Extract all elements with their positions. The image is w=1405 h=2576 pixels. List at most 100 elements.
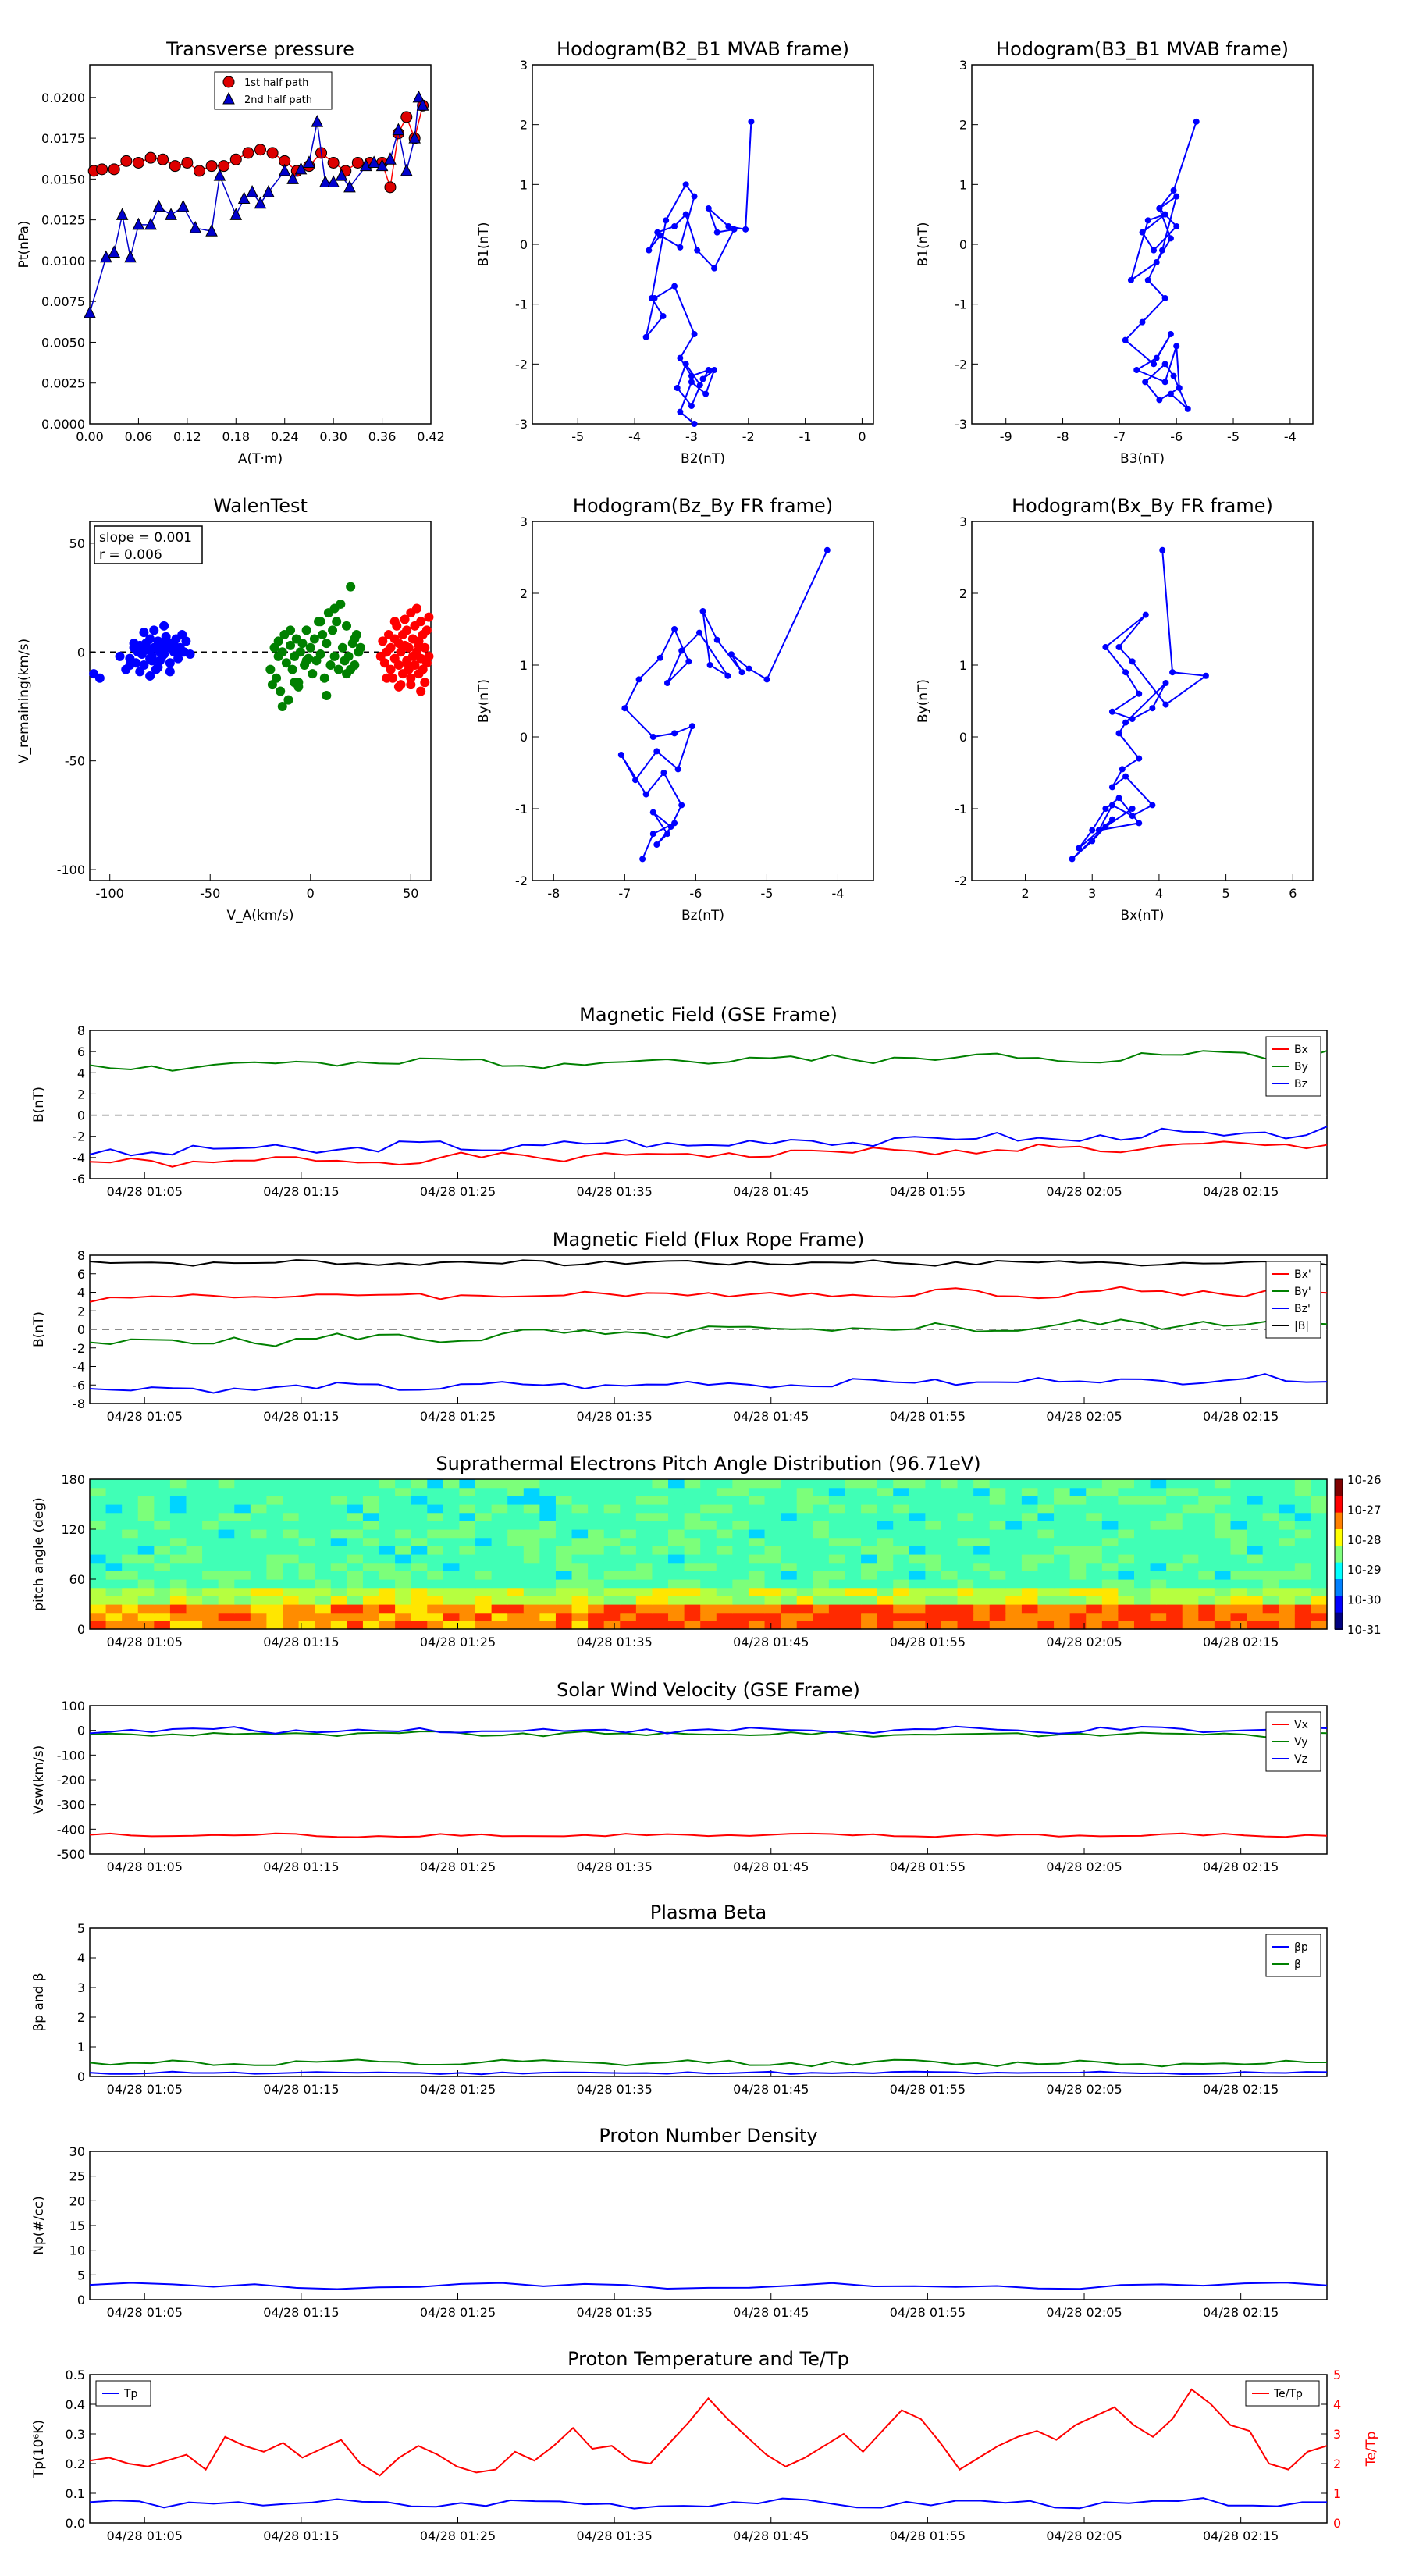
pad-cell	[748, 1571, 766, 1580]
pad-cell	[716, 1604, 733, 1614]
pad-cell	[491, 1521, 508, 1530]
pad-cell	[620, 1579, 637, 1589]
pad-cell	[250, 1596, 268, 1605]
pad-cell	[1198, 1596, 1215, 1605]
pad-cell	[105, 1579, 123, 1589]
pt-xtick-label: 0.00	[76, 429, 104, 444]
tp-2-legend-label: Te/Tp	[1273, 2388, 1303, 2400]
pad-cell	[459, 1621, 476, 1630]
pad-cell	[137, 1596, 155, 1605]
tp-y2tick-label: 4	[1333, 2397, 1341, 2412]
walen-r: r = 0.006	[99, 547, 162, 563]
pad-cell	[909, 1612, 926, 1621]
pad-cell	[781, 1562, 798, 1571]
tp-xtick-label: 04/28 01:55	[890, 2528, 966, 2543]
pad-cell	[298, 1504, 315, 1514]
pad-cell	[877, 1496, 894, 1505]
pad-frame	[89, 1478, 1328, 1630]
pad-cell	[684, 1546, 701, 1555]
walen-point	[378, 636, 388, 646]
pad-cell	[202, 1587, 219, 1596]
pad-cell	[395, 1621, 412, 1630]
pad-xtick-label: 04/28 01:35	[576, 1635, 652, 1649]
pad-cell	[186, 1496, 203, 1505]
pad-cell	[122, 1479, 139, 1489]
pad-cell	[828, 1596, 846, 1605]
h21-point	[742, 226, 749, 233]
pad-cell	[700, 1487, 717, 1496]
pad-cell	[1214, 1621, 1232, 1630]
pad-cell	[186, 1571, 203, 1580]
pt-point	[359, 158, 372, 172]
h21-ytick-label: 2	[520, 118, 528, 133]
pad-cell	[1133, 1479, 1151, 1489]
pad-cell	[973, 1562, 991, 1571]
pad-cell	[813, 1571, 830, 1580]
pad-cell	[989, 1521, 1006, 1530]
pad-cell	[861, 1562, 878, 1571]
pad-cell	[90, 1487, 107, 1496]
pad-cell	[796, 1579, 813, 1589]
pt-xtick-label: 0.36	[368, 429, 397, 444]
pad-cell	[861, 1546, 878, 1555]
pad-cell	[571, 1479, 589, 1489]
h21-xlabel: B2(nT)	[681, 451, 725, 467]
pad-cell	[973, 1487, 991, 1496]
bgse-ylabel: B(nT)	[31, 1087, 47, 1123]
pad-cell	[411, 1554, 428, 1564]
pad-cell	[411, 1521, 428, 1530]
pad-cell	[169, 1604, 187, 1614]
pad-cell	[684, 1529, 701, 1539]
pad-cell	[603, 1579, 621, 1589]
pad-cell	[539, 1562, 557, 1571]
pad-cell	[781, 1487, 798, 1496]
pad-cell	[250, 1546, 268, 1555]
pad-cell	[748, 1554, 766, 1564]
pad-cell	[330, 1587, 347, 1596]
pad-cell	[716, 1487, 733, 1496]
pad-cell	[828, 1587, 846, 1596]
pad-cell	[1311, 1537, 1328, 1546]
np-line	[89, 2282, 1328, 2290]
pad-cell	[973, 1496, 991, 1505]
pad-cell	[588, 1512, 605, 1521]
pad-cell	[1150, 1479, 1167, 1489]
pad-cell	[571, 1596, 589, 1605]
pad-cell	[732, 1529, 749, 1539]
pad-cell	[539, 1546, 557, 1555]
walen-point	[350, 634, 360, 644]
pad-cell	[122, 1504, 139, 1514]
beta-ytick-label: 0	[77, 2069, 85, 2084]
pad-cell	[105, 1554, 123, 1564]
pad-cell	[1166, 1604, 1183, 1614]
pad-cell	[443, 1621, 461, 1630]
pad-cell	[330, 1479, 347, 1489]
pad-cell	[362, 1487, 380, 1496]
pad-cell	[330, 1596, 347, 1605]
pad-cell	[427, 1496, 444, 1505]
pad-cell	[1279, 1529, 1296, 1539]
pt-legend-marker	[222, 76, 235, 88]
pad-cell	[796, 1562, 813, 1571]
h21-point	[656, 232, 663, 239]
pad-cell	[507, 1496, 525, 1505]
pad-cell	[1118, 1512, 1135, 1521]
pad-cell	[1069, 1562, 1087, 1571]
pad-cell	[395, 1546, 412, 1555]
pad-cell	[700, 1621, 717, 1630]
pad-cell	[716, 1546, 733, 1555]
pad-cell	[459, 1496, 476, 1505]
pad-cell	[748, 1537, 766, 1546]
pad-cell	[1101, 1546, 1119, 1555]
walen-point	[406, 673, 416, 683]
bgse-ytick-label: 6	[77, 1044, 85, 1059]
pad-cell	[315, 1487, 332, 1496]
pad-cell	[1247, 1562, 1264, 1571]
hzy-point	[674, 766, 681, 773]
pad-cell	[523, 1587, 540, 1596]
pad-cell	[298, 1554, 315, 1564]
pad-cell	[427, 1604, 444, 1614]
pad-cell	[315, 1479, 332, 1489]
pad-cell	[266, 1587, 283, 1596]
pad-cell	[989, 1496, 1006, 1505]
